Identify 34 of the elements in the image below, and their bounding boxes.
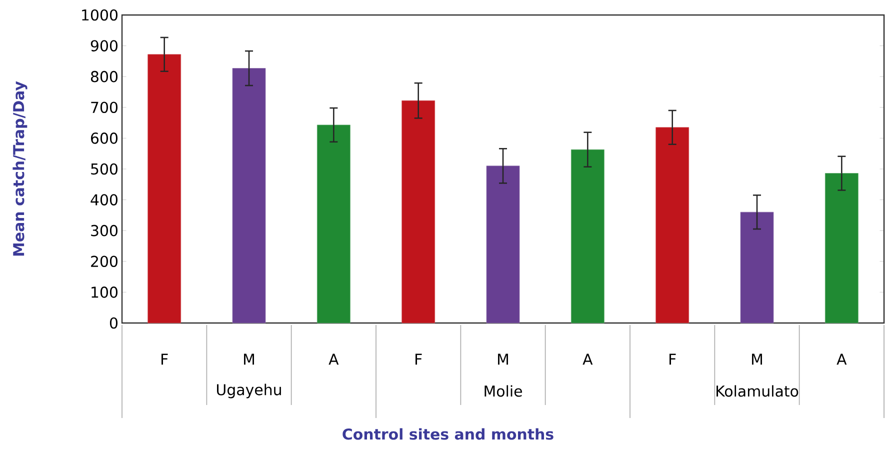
x-tick-label: A [582,354,593,365]
y-tick-label: 900 [90,40,118,52]
bar [402,100,436,324]
bar [148,54,182,324]
y-tick-label: 100 [92,286,118,298]
x-tick-label: F [416,354,422,365]
y-tick-label: 400 [90,194,118,206]
bar [232,68,266,324]
text: Molie [484,385,522,397]
y-tick-label: 500 [91,163,118,175]
y-tick-label: 0 [110,317,118,329]
x-tick-label: A [836,354,847,365]
x-tick-label: M [498,354,508,365]
y-tick-label: 600 [91,132,118,144]
bar [486,166,520,324]
y-tick-label: 1000 [82,9,118,21]
x-tick-label: M [752,354,762,365]
bar [316,124,350,324]
x-tick-label: A [328,354,339,365]
y-tick-label: 800 [90,70,118,82]
text: Ugayehu [217,384,281,398]
y-axis-title: Mean catch/Trap/Day [12,81,28,256]
x-tick-label: M [244,354,254,365]
x-tick-label: F [162,354,168,365]
bar [570,149,604,324]
text: Kolamulato [716,385,798,397]
y-tick-label: 300 [91,224,118,236]
x-tick-label: F [670,354,676,365]
x-axis-title: Control sites and months [342,428,554,440]
y-tick-label: 200 [91,256,118,268]
bar [656,127,690,324]
bar [824,173,858,324]
bar [740,212,774,324]
y-tick-label: 700 [91,102,118,114]
